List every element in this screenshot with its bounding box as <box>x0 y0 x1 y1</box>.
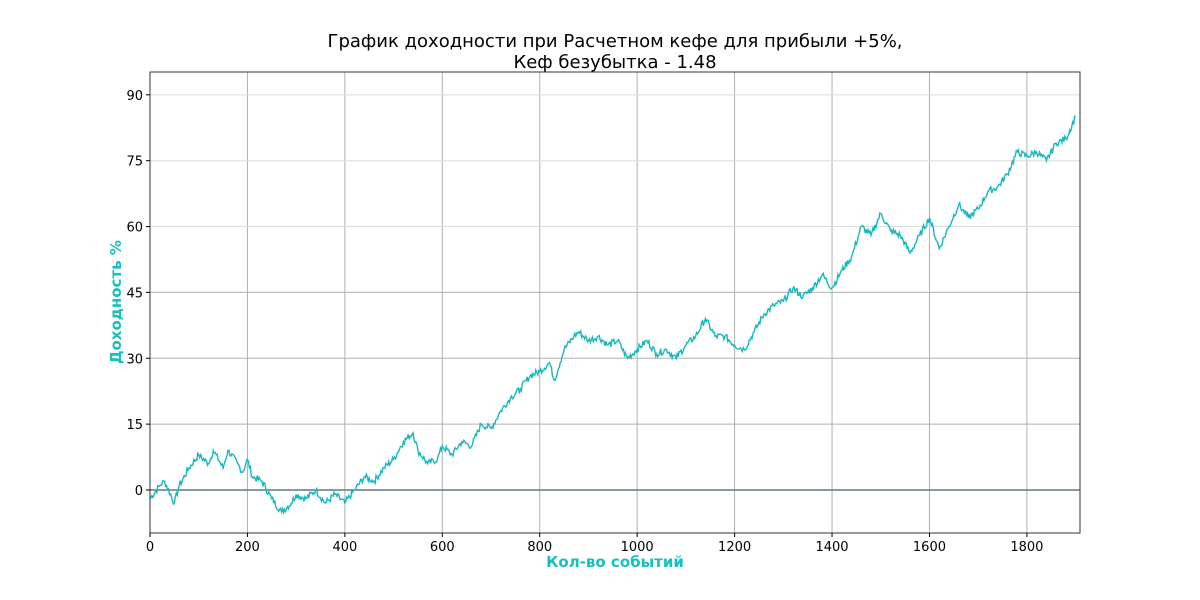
ticks: 0 200 400 600 800 1000 1200 1400 1600 1800 0 15 30 45… <box>126 89 1043 555</box>
y-tick-label: 45 <box>126 286 143 301</box>
y-tick-label: 60 <box>126 221 143 236</box>
y-tick-label: 15 <box>126 418 143 433</box>
y-tick-label: 0 <box>135 484 143 499</box>
chart-title-line-2: Кеф безубытка - 1.48 <box>513 52 716 73</box>
x-tick-label: 200 <box>235 540 260 555</box>
y-tick-label: 75 <box>126 155 143 170</box>
y-tick-label: 30 <box>126 352 143 367</box>
x-tick-label: 1200 <box>718 540 751 555</box>
series-line-returns <box>149 115 1076 516</box>
grid <box>149 72 1080 533</box>
x-tick-label: 1800 <box>1010 540 1043 555</box>
y-tick-label: 90 <box>126 89 143 104</box>
x-tick-label: 1000 <box>621 540 654 555</box>
plot-frame <box>149 71 1081 534</box>
x-tick-label: 1400 <box>815 540 848 555</box>
y-axis-label: Доходность % <box>107 240 125 364</box>
x-tick-label: 0 <box>146 540 154 555</box>
x-axis-label: Кол-во событий <box>546 553 684 571</box>
x-tick-label: 400 <box>332 540 357 555</box>
x-tick-label: 1600 <box>913 540 946 555</box>
x-tick-label: 800 <box>527 540 552 555</box>
x-tick-label: 600 <box>430 540 455 555</box>
chart-title-line-1: График доходности при Расчетном кефе для… <box>327 31 902 52</box>
